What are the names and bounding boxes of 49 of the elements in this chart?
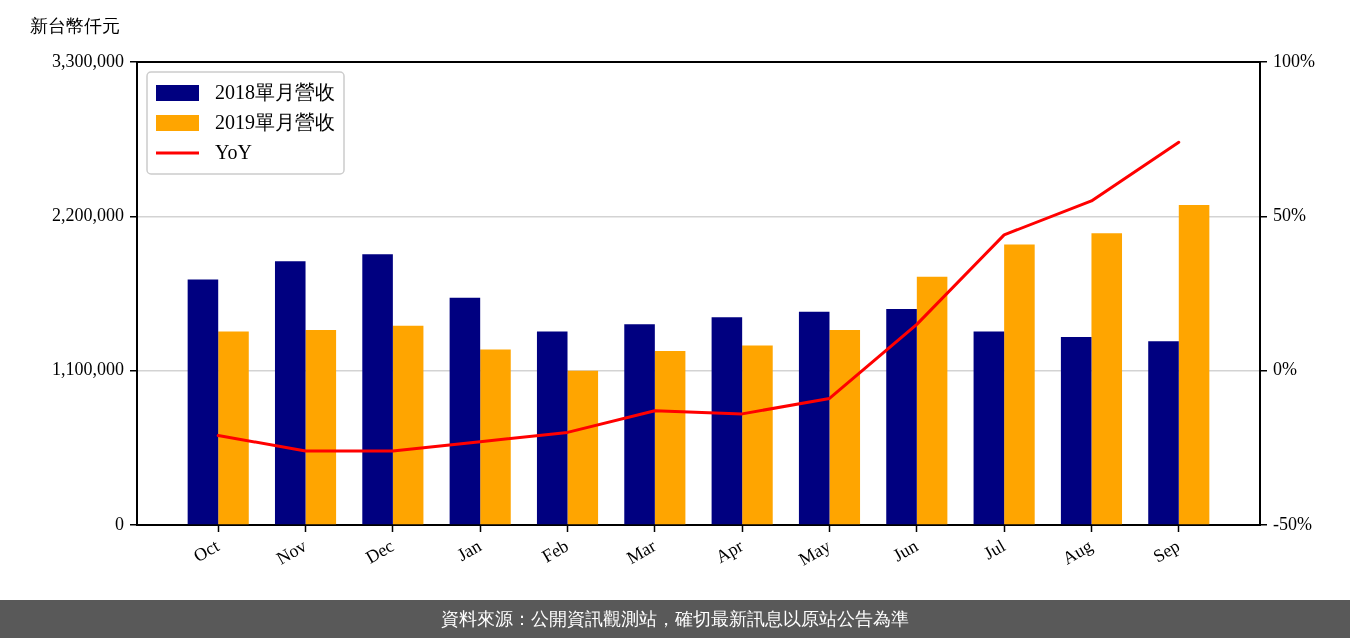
legend-label: 2019單月營收 bbox=[215, 111, 335, 134]
bar bbox=[567, 370, 599, 525]
x-tick-label: Jun bbox=[889, 535, 922, 566]
bar bbox=[1148, 341, 1179, 525]
bar bbox=[1178, 205, 1210, 525]
bar bbox=[798, 311, 830, 525]
y-axis-title: 新台幣仟元 bbox=[30, 15, 120, 36]
y2-tick-label: 100% bbox=[1273, 50, 1315, 71]
bar bbox=[1091, 233, 1123, 525]
bar bbox=[449, 297, 481, 525]
bar bbox=[187, 279, 219, 525]
y-tick-label: 2,200,000 bbox=[52, 205, 124, 226]
bar bbox=[829, 329, 861, 525]
x-tick-label: Feb bbox=[538, 535, 572, 567]
y2-tick-label: 0% bbox=[1273, 359, 1297, 380]
bar bbox=[392, 325, 424, 525]
bar bbox=[1060, 336, 1092, 525]
x-tick-label: Sep bbox=[1149, 535, 1184, 567]
x-tick-label: Mar bbox=[623, 535, 660, 568]
bar bbox=[536, 331, 568, 525]
bar bbox=[973, 331, 1005, 525]
bar bbox=[624, 324, 655, 525]
bar bbox=[886, 308, 917, 525]
bar bbox=[305, 329, 337, 525]
bar bbox=[742, 345, 773, 525]
x-tick-label: Jul bbox=[980, 535, 1009, 564]
bar bbox=[916, 276, 948, 525]
bar bbox=[218, 331, 249, 525]
x-tick-label: May bbox=[795, 535, 834, 570]
bar bbox=[654, 351, 686, 525]
bar bbox=[362, 254, 393, 525]
x-tick-label: Aug bbox=[1059, 535, 1096, 569]
y-tick-label: 1,100,000 bbox=[52, 359, 124, 380]
source-note: 資料來源：公開資訊觀測站，確切最新訊息以原站公告為準 bbox=[441, 607, 909, 631]
legend-label: 2018單月營收 bbox=[215, 81, 335, 104]
bar bbox=[1004, 244, 1035, 525]
x-tick-label: Jan bbox=[453, 535, 485, 565]
bar bbox=[480, 349, 511, 525]
x-tick-label: Nov bbox=[273, 535, 310, 569]
x-tick-label: Apr bbox=[712, 535, 747, 567]
x-tick-label: Oct bbox=[190, 535, 223, 566]
y-tick-label: 0 bbox=[115, 513, 124, 534]
y2-tick-label: 50% bbox=[1273, 205, 1306, 226]
bar bbox=[711, 317, 743, 525]
y-tick-label: 3,300,000 bbox=[52, 50, 124, 71]
y2-tick-label: -50% bbox=[1273, 513, 1312, 534]
bar bbox=[274, 261, 306, 525]
legend-label: YoY bbox=[215, 141, 252, 164]
x-tick-label: Dec bbox=[362, 535, 398, 568]
